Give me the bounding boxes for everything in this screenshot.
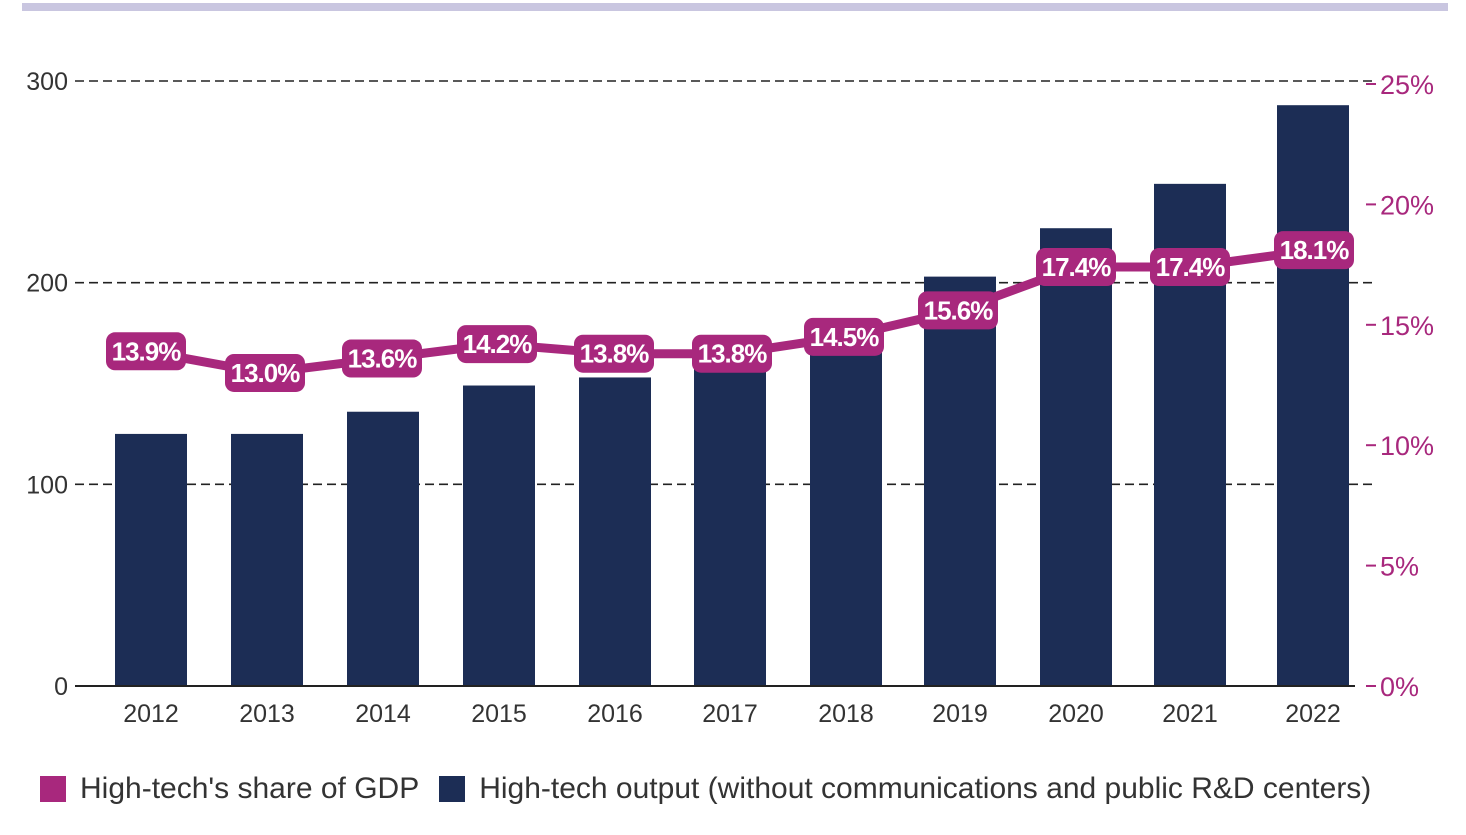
y-right-tick-label: 25% (1380, 70, 1434, 100)
x-tick-label: 2015 (471, 700, 527, 728)
y-right-tick-label: 5% (1380, 552, 1419, 582)
data-label-box (692, 334, 772, 373)
y-right-tick-label: 10% (1380, 431, 1434, 461)
bar (694, 357, 766, 686)
x-tick-label: 2019 (932, 700, 988, 728)
legend-label-output: High-tech output (without communications… (479, 772, 1372, 805)
x-tick-label: 2020 (1048, 700, 1104, 728)
bar (463, 385, 535, 686)
data-label: 17.4% (1042, 252, 1112, 282)
x-tick-label: 2016 (587, 700, 643, 728)
bar (1277, 105, 1349, 686)
x-tick-label: 2014 (355, 700, 411, 728)
legend-label-share: High-tech's share of GDP (80, 772, 420, 805)
y-right-tick-label: 0% (1380, 672, 1419, 702)
data-label-box (457, 325, 537, 364)
y-right-tick-label: 15% (1380, 311, 1434, 341)
data-label: 13.6% (348, 344, 418, 374)
y-left-tick-label: 100 (26, 471, 68, 499)
data-label-box (1036, 248, 1116, 287)
y-left-tick-label: 0 (54, 673, 68, 701)
data-label-box (1150, 248, 1230, 287)
data-label-box (1274, 231, 1354, 270)
data-label: 17.4% (1156, 252, 1226, 282)
y-left-tick-label: 300 (26, 68, 68, 96)
data-label-box (918, 291, 998, 330)
axes: 0 100 200 300 0% 5% 10% 15% 20% 25% 2012 2013 2014 20… (26, 68, 1434, 728)
data-label: 13.0% (231, 358, 301, 388)
data-label: 15.6% (924, 295, 994, 325)
bar (810, 339, 882, 686)
data-label-box (574, 334, 654, 373)
legend: High-tech's share of GDP High-tech outpu… (40, 772, 1391, 806)
chart-canvas: 13.9% 13.0% 13.6% 14.2% 13.8% 13.8% 14.5% 15.6%… (22, 3, 1448, 728)
x-tick-label: 2017 (702, 700, 758, 728)
bar (347, 411, 419, 686)
data-label: 14.2% (463, 329, 533, 359)
bar (924, 276, 996, 686)
data-label-box (804, 317, 884, 356)
data-label-box (106, 332, 186, 371)
legend-swatch-share (40, 776, 66, 802)
data-label: 13.8% (698, 339, 768, 369)
y-left-tick-label: 200 (26, 270, 68, 298)
y-right-tick-label: 20% (1380, 190, 1434, 220)
x-tick-label: 2022 (1285, 700, 1341, 728)
data-label-box (342, 339, 422, 378)
bar-series (115, 105, 1349, 686)
x-tick-label: 2012 (123, 700, 179, 728)
x-tick-label: 2018 (818, 700, 874, 728)
data-labels: 13.9% 13.0% 13.6% 14.2% 13.8% 13.8% 14.5% 15.6%… (106, 231, 1354, 392)
bar (231, 433, 303, 686)
legend-swatch-output (439, 776, 466, 802)
bar (115, 433, 187, 686)
bar (579, 377, 651, 686)
x-tick-label: 2021 (1162, 700, 1218, 728)
data-label: 13.9% (112, 336, 182, 366)
data-label: 18.1% (1280, 235, 1350, 265)
data-label: 13.8% (580, 339, 650, 369)
data-label-box (225, 353, 305, 392)
data-label: 14.5% (810, 322, 880, 352)
x-tick-label: 2013 (239, 700, 295, 728)
top-rule (22, 3, 1448, 11)
bar (1040, 228, 1112, 686)
